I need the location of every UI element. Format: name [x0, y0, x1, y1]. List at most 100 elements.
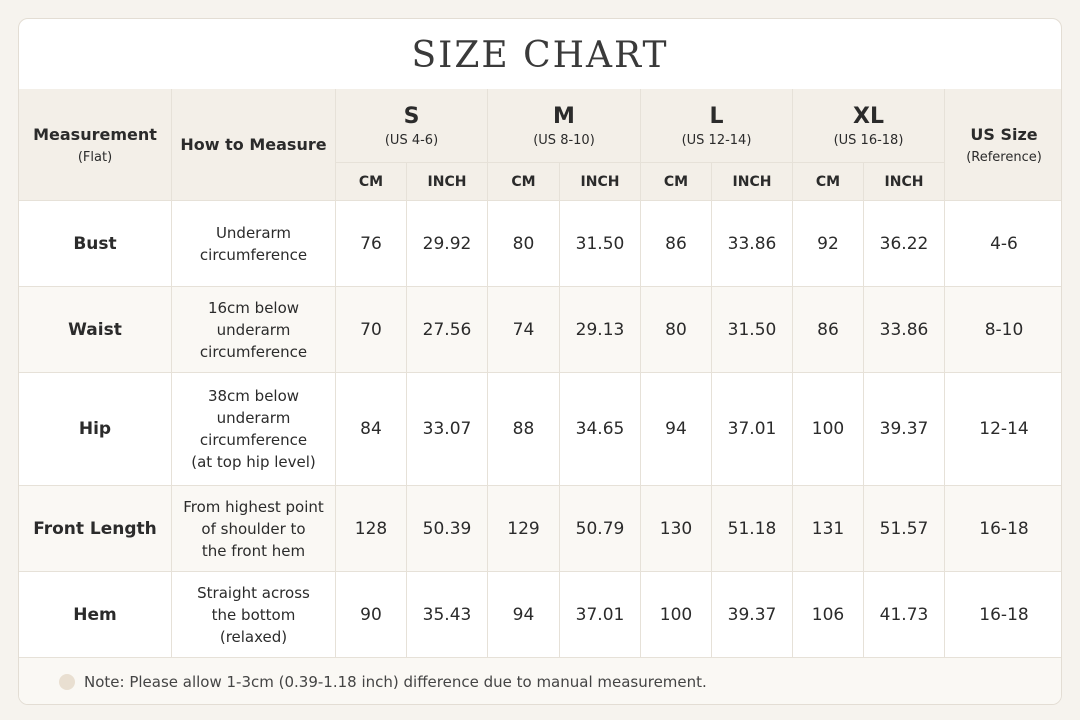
how-to-line: the bottom: [211, 605, 296, 624]
size-value: 92: [793, 201, 864, 287]
how-to-line: (at top hip level): [191, 453, 316, 471]
row-us-size: 16-18: [945, 486, 1061, 572]
size-us: (US 4-6): [384, 132, 439, 148]
size-label: S: [403, 103, 420, 129]
size-value: 94: [641, 373, 712, 486]
size-value: 27.56: [407, 287, 488, 373]
unit-label: CM: [641, 163, 712, 201]
size-value: 100: [641, 572, 712, 658]
size-value: 88: [488, 373, 560, 486]
header-sub: (Reference): [966, 149, 1042, 165]
size-value: 50.39: [407, 486, 488, 572]
size-label: XL: [853, 103, 884, 129]
size-value: 74: [488, 287, 560, 373]
size-us: (US 12-14): [681, 132, 752, 148]
unit-label: CM: [488, 163, 560, 201]
size-value: 106: [793, 572, 864, 658]
size-value: 100: [793, 373, 864, 486]
row-us-size: 16-18: [945, 572, 1061, 658]
how-to-line: circumference: [199, 245, 308, 264]
unit-label: CM: [793, 163, 864, 201]
row-how-to: From highest point of shoulder to the fron…: [172, 486, 336, 572]
size-value: 70: [336, 287, 407, 373]
row-measurement: Bust: [19, 201, 172, 287]
size-chart-card: SIZE CHART Measurement (Flat) How to Measu…: [18, 18, 1062, 705]
unit-label: CM: [336, 163, 407, 201]
size-us: (US 8-10): [533, 132, 595, 148]
size-value: 29.92: [407, 201, 488, 287]
how-to-line: 38cm below: [207, 387, 300, 405]
size-value: 50.79: [560, 486, 641, 572]
size-value: 86: [793, 287, 864, 373]
size-value: 94: [488, 572, 560, 658]
how-to-line: Underarm: [215, 223, 292, 242]
title: SIZE CHART: [411, 34, 669, 76]
note-text: Note: Please allow 1-3cm (0.39-1.18 inch…: [84, 673, 707, 691]
size-value: 37.01: [712, 373, 793, 486]
size-label: M: [553, 103, 575, 129]
unit-label: INCH: [560, 163, 641, 201]
unit-label: INCH: [712, 163, 793, 201]
size-value: 128: [336, 486, 407, 572]
how-to-line: 16cm below: [207, 298, 300, 317]
how-to-line: of shoulder to: [201, 519, 306, 538]
how-to-line: circumference: [199, 342, 308, 361]
header-measurement: Measurement (Flat): [19, 89, 172, 201]
header-label: Measurement: [33, 124, 157, 144]
header-us-size: US Size (Reference): [945, 89, 1061, 201]
row-how-to: 38cm below underarm circumference (at top h…: [172, 373, 336, 486]
row-measurement: Waist: [19, 287, 172, 373]
size-value: 36.22: [864, 201, 945, 287]
how-to-line: underarm: [216, 409, 291, 427]
row-us-size: 12-14: [945, 373, 1061, 486]
size-label: L: [709, 103, 724, 129]
size-value: 31.50: [560, 201, 641, 287]
row-us-size: 8-10: [945, 287, 1061, 373]
how-to-line: Straight across: [197, 583, 310, 602]
size-value: 51.18: [712, 486, 793, 572]
header-how-to: How to Measure: [172, 89, 336, 201]
row-how-to: 16cm below underarm circumference: [172, 287, 336, 373]
size-value: 39.37: [864, 373, 945, 486]
size-value: 80: [488, 201, 560, 287]
how-to-line: underarm: [216, 320, 291, 339]
header-sub: (Flat): [77, 149, 113, 165]
size-value: 35.43: [407, 572, 488, 658]
row-measurement: Front Length: [19, 486, 172, 572]
how-to-line: the front hem: [201, 541, 306, 560]
row-measurement: Hip: [19, 373, 172, 486]
header-size: S (US 4-6): [336, 89, 488, 163]
row-us-size: 4-6: [945, 201, 1061, 287]
unit-label: INCH: [864, 163, 945, 201]
size-value: 129: [488, 486, 560, 572]
size-value: 90: [336, 572, 407, 658]
note-bar: [19, 658, 1061, 704]
header-size: M (US 8-10): [488, 89, 641, 163]
size-value: 33.07: [407, 373, 488, 486]
size-value: 41.73: [864, 572, 945, 658]
size-value: 33.86: [864, 287, 945, 373]
how-to-line: From highest point: [183, 497, 324, 516]
size-us: (US 16-18): [833, 132, 904, 148]
note-icon: [59, 674, 75, 690]
size-value: 34.65: [560, 373, 641, 486]
size-value: 86: [641, 201, 712, 287]
row-measurement: Hem: [19, 572, 172, 658]
header-label: US Size: [970, 124, 1038, 144]
size-value: 130: [641, 486, 712, 572]
size-value: 84: [336, 373, 407, 486]
header-size: L (US 12-14): [641, 89, 793, 163]
size-value: 37.01: [560, 572, 641, 658]
row-how-to: Underarm circumference: [172, 201, 336, 287]
size-value: 80: [641, 287, 712, 373]
size-value: 31.50: [712, 287, 793, 373]
size-value: 29.13: [560, 287, 641, 373]
row-how-to: Straight across the bottom (relaxed): [172, 572, 336, 658]
size-value: 33.86: [712, 201, 793, 287]
size-value: 131: [793, 486, 864, 572]
how-to-line: circumference: [199, 431, 308, 449]
how-to-line: (relaxed): [219, 627, 288, 646]
unit-label: INCH: [407, 163, 488, 201]
header-size: XL (US 16-18): [793, 89, 945, 163]
size-value: 39.37: [712, 572, 793, 658]
